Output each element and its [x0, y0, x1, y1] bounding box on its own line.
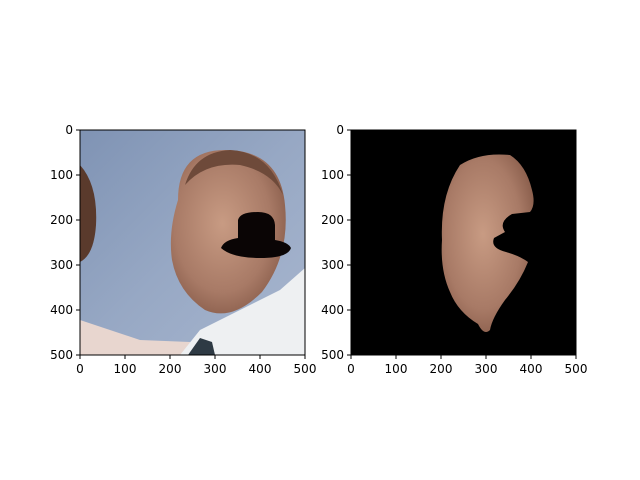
right-y-tick-label: 200 — [321, 213, 344, 227]
occlusion-mask-shape — [221, 212, 291, 258]
collar-shape — [188, 338, 215, 355]
left-y-tick-label: 0 — [65, 123, 73, 137]
right-y-tick-label: 500 — [321, 348, 344, 362]
right-image — [351, 130, 576, 355]
left-x-tick-label: 300 — [204, 362, 227, 376]
left-x-tick-label: 400 — [249, 362, 272, 376]
left-x-tick-label: 0 — [76, 362, 84, 376]
right-y-tick-label: 0 — [336, 123, 344, 137]
left-x-tick-label: 200 — [159, 362, 182, 376]
left-person-edge — [80, 165, 97, 262]
right-x-tick-label: 300 — [475, 362, 498, 376]
right-x-tick-label: 200 — [430, 362, 453, 376]
left-image — [80, 130, 305, 355]
right-x-tick-label: 500 — [565, 362, 588, 376]
right-axes-frame — [350, 129, 577, 356]
left-y-tick-label: 400 — [50, 303, 73, 317]
left-y-tick-label: 200 — [50, 213, 73, 227]
right-x-tick-label: 0 — [347, 362, 355, 376]
left-y-tick-label: 100 — [50, 168, 73, 182]
hair-shape — [185, 150, 283, 195]
right-panel — [350, 129, 577, 356]
right-y-tick-label: 100 — [321, 168, 344, 182]
right-x-tick-label: 100 — [385, 362, 408, 376]
right-y-tick-label: 400 — [321, 303, 344, 317]
left-x-tick-label: 100 — [114, 362, 137, 376]
arm-shape — [80, 320, 200, 355]
face-shape — [170, 150, 286, 314]
left-x-tick-label: 500 — [294, 362, 317, 376]
left-panel — [79, 129, 306, 356]
shirt-shape — [180, 268, 305, 355]
masked-face-shape — [441, 154, 534, 332]
left-y-tick-label: 500 — [50, 348, 73, 362]
right-y-tick-label: 300 — [321, 258, 344, 272]
left-y-tick-label: 300 — [50, 258, 73, 272]
left-axes-frame — [79, 129, 306, 356]
right-x-tick-label: 400 — [520, 362, 543, 376]
